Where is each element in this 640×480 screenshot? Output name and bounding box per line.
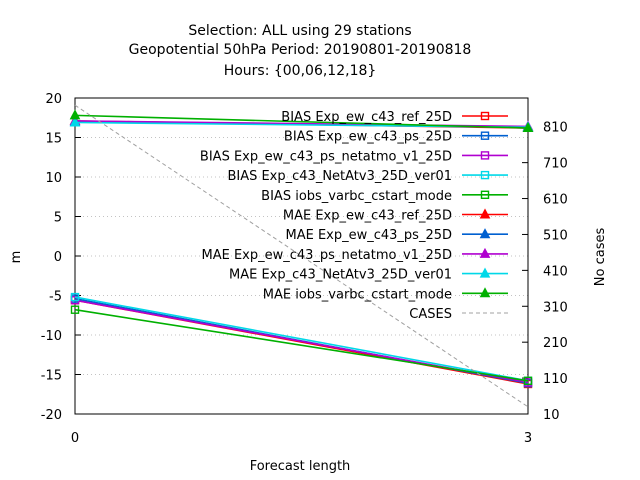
- y2-tick-label: 10: [543, 408, 560, 423]
- y2-tick-label: 410: [543, 264, 568, 279]
- title-line-3: Hours: {00,06,12,18}: [224, 63, 377, 79]
- series-line: [74, 114, 529, 129]
- legend-label: MAE Exp_ew_c43_ref_25D: [283, 209, 452, 224]
- legend-label: BIAS iobs_varbc_cstart_mode: [261, 189, 452, 204]
- data-point: [480, 111, 490, 121]
- legend-label: MAE Exp_ew_c43_ps_25D: [285, 228, 452, 243]
- y-tick-label: 15: [45, 132, 62, 147]
- y-tick-label: -15: [41, 369, 62, 384]
- y2-tick-label: 310: [543, 300, 568, 315]
- y2-axis-label: No cases: [593, 228, 608, 287]
- legend-label: BIAS Exp_ew_c43_ps_netatmo_v1_25D: [200, 149, 452, 164]
- x-tick-label: 0: [71, 431, 79, 446]
- title-line-2: Geopotential 50hPa Period: 20190801-2019…: [129, 42, 472, 58]
- legend-label: MAE Exp_ew_c43_ps_netatmo_v1_25D: [202, 248, 453, 263]
- y2-tick-label: 510: [543, 228, 568, 243]
- y-tick-label: -20: [41, 408, 62, 423]
- y2-tick-label: 110: [543, 372, 568, 387]
- plot-frame: [74, 97, 529, 415]
- y2-tick-label: 210: [543, 336, 568, 351]
- title-line-1: Selection: ALL using 29 stations: [188, 23, 411, 39]
- series-line: [74, 296, 529, 382]
- legend: BIAS Exp_ew_c43_ref_25D BIAS Exp_ew_c43_p…: [200, 110, 508, 322]
- data-point: [480, 151, 490, 160]
- y-axis-label: m: [9, 251, 24, 264]
- y2-tick-label: 710: [543, 157, 568, 172]
- data-point: [479, 267, 491, 278]
- y2-tick-label: 610: [543, 193, 568, 208]
- y-tick-label: -5: [49, 290, 62, 305]
- legend-label: BIAS Exp_ew_c43_ps_25D: [284, 130, 452, 145]
- y-tick-label: 20: [45, 92, 62, 107]
- data-point: [479, 287, 491, 298]
- axes: 20151050-5-10-15-20810710610510410310210…: [41, 92, 568, 446]
- data-point: [70, 292, 80, 302]
- x-axis-label: Forecast length: [250, 459, 351, 474]
- chart-title: Selection: ALL using 29 stations Geopote…: [129, 23, 472, 79]
- legend-label: MAE Exp_c43_NetAtv3_25D_ver01: [229, 268, 452, 283]
- x-tick-label: 3: [524, 431, 532, 446]
- legend-label: BIAS Exp_c43_NetAtv3_25D_ver01: [227, 169, 452, 184]
- legend-label: BIAS Exp_ew_c43_ref_25D: [281, 110, 452, 125]
- series-line: [74, 308, 529, 382]
- data-point: [70, 305, 80, 314]
- data-point: [523, 376, 533, 386]
- plot-area: [69, 104, 534, 408]
- data-point: [480, 190, 490, 200]
- y-tick-label: 0: [54, 250, 62, 265]
- legend-label: MAE iobs_varbc_cstart_mode: [263, 287, 452, 302]
- y-tick-label: -10: [41, 329, 62, 344]
- data-point: [522, 121, 534, 133]
- data-point: [479, 228, 491, 239]
- data-point: [479, 208, 491, 219]
- y2-tick-label: 810: [543, 121, 568, 136]
- legend-label: CASES: [409, 307, 452, 322]
- data-point: [480, 131, 490, 140]
- y-tick-label: 10: [45, 171, 62, 186]
- data-point: [69, 109, 81, 120]
- data-point: [479, 247, 491, 258]
- data-point: [69, 116, 81, 127]
- data-point: [480, 170, 490, 180]
- y-tick-label: 5: [54, 211, 62, 226]
